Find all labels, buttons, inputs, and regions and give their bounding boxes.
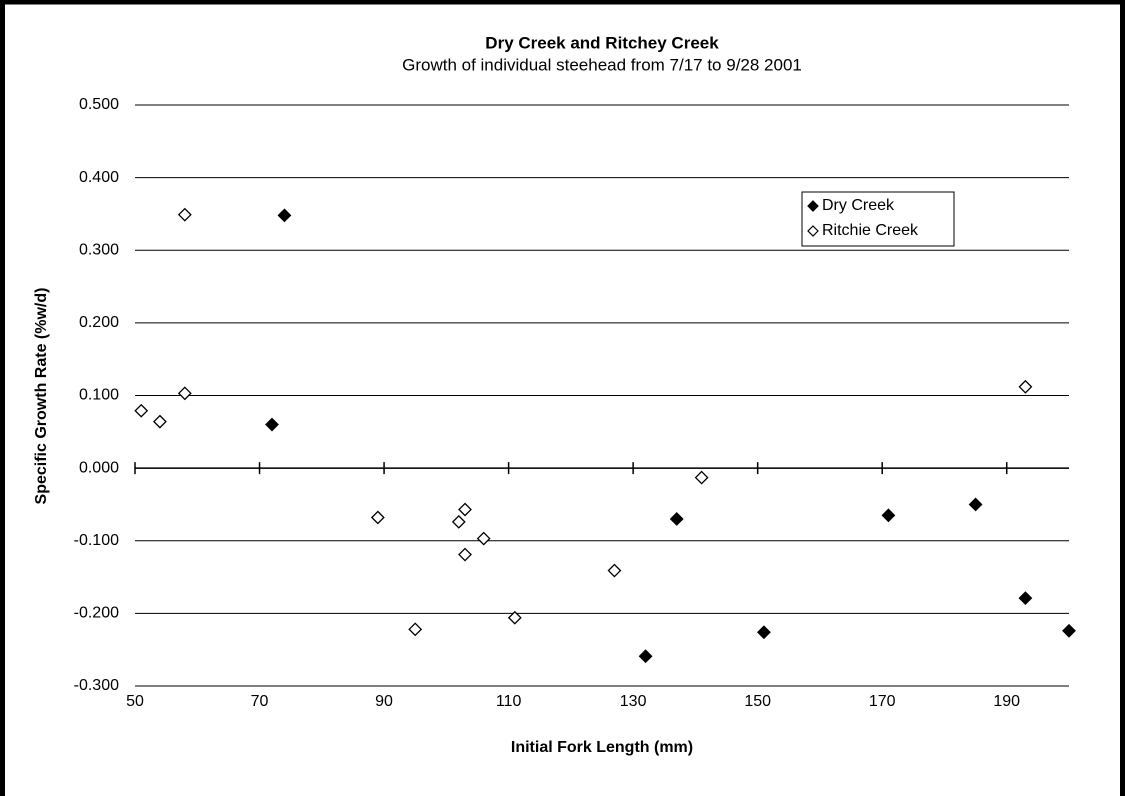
point xyxy=(607,563,622,578)
point xyxy=(177,207,192,222)
point xyxy=(265,417,279,432)
legend-label: Dry Creek xyxy=(822,197,895,214)
point xyxy=(638,649,653,664)
y-tick-label: -0.200 xyxy=(74,605,119,622)
point xyxy=(968,497,983,512)
y-tick-label: 0.000 xyxy=(79,459,119,476)
x-tick-label: 150 xyxy=(744,693,771,710)
x-tick-label: 110 xyxy=(496,693,522,710)
point xyxy=(1018,591,1033,606)
point xyxy=(177,386,192,401)
point xyxy=(134,403,149,418)
y-tick-label: -0.100 xyxy=(74,532,119,549)
x-tick-label: 90 xyxy=(375,693,393,710)
y-tick-label: 0.300 xyxy=(79,241,119,258)
point xyxy=(507,610,522,625)
x-tick-label: 70 xyxy=(251,693,269,710)
legend-label: Ritchie Creek xyxy=(822,222,919,239)
y-tick-label: 0.200 xyxy=(79,314,119,331)
y-axis-label: Specific Growth Rate (%w/d) xyxy=(33,288,50,505)
point xyxy=(408,622,423,637)
x-tick-label: 190 xyxy=(993,693,1020,710)
y-tick-label: 0.500 xyxy=(79,96,119,113)
y-tick-label: -0.300 xyxy=(74,677,119,694)
point xyxy=(458,502,472,517)
point xyxy=(1018,379,1033,394)
legend-box xyxy=(801,191,955,247)
point xyxy=(881,508,896,523)
point xyxy=(451,514,466,529)
point xyxy=(1062,623,1076,638)
y-tick-label: 0.400 xyxy=(79,169,119,186)
point xyxy=(669,512,684,526)
x-tick-label: 130 xyxy=(620,693,647,710)
point xyxy=(694,470,709,485)
point xyxy=(152,414,167,429)
chart-subtitle: Growth of individual steehead from 7/17 … xyxy=(402,55,802,74)
point xyxy=(370,510,385,525)
x-axis-label: Initial Fork Length (mm) xyxy=(511,739,693,756)
chart-title: Dry Creek and Ritchey Creek xyxy=(485,33,719,52)
point xyxy=(277,208,292,223)
point xyxy=(476,531,491,546)
legend-marker xyxy=(807,200,819,212)
y-tick-label: 0.100 xyxy=(79,387,119,404)
x-tick-label: 170 xyxy=(869,693,896,710)
point xyxy=(756,625,771,640)
x-tick-label: 50 xyxy=(126,693,144,710)
legend-marker xyxy=(807,225,819,237)
point xyxy=(458,547,472,562)
